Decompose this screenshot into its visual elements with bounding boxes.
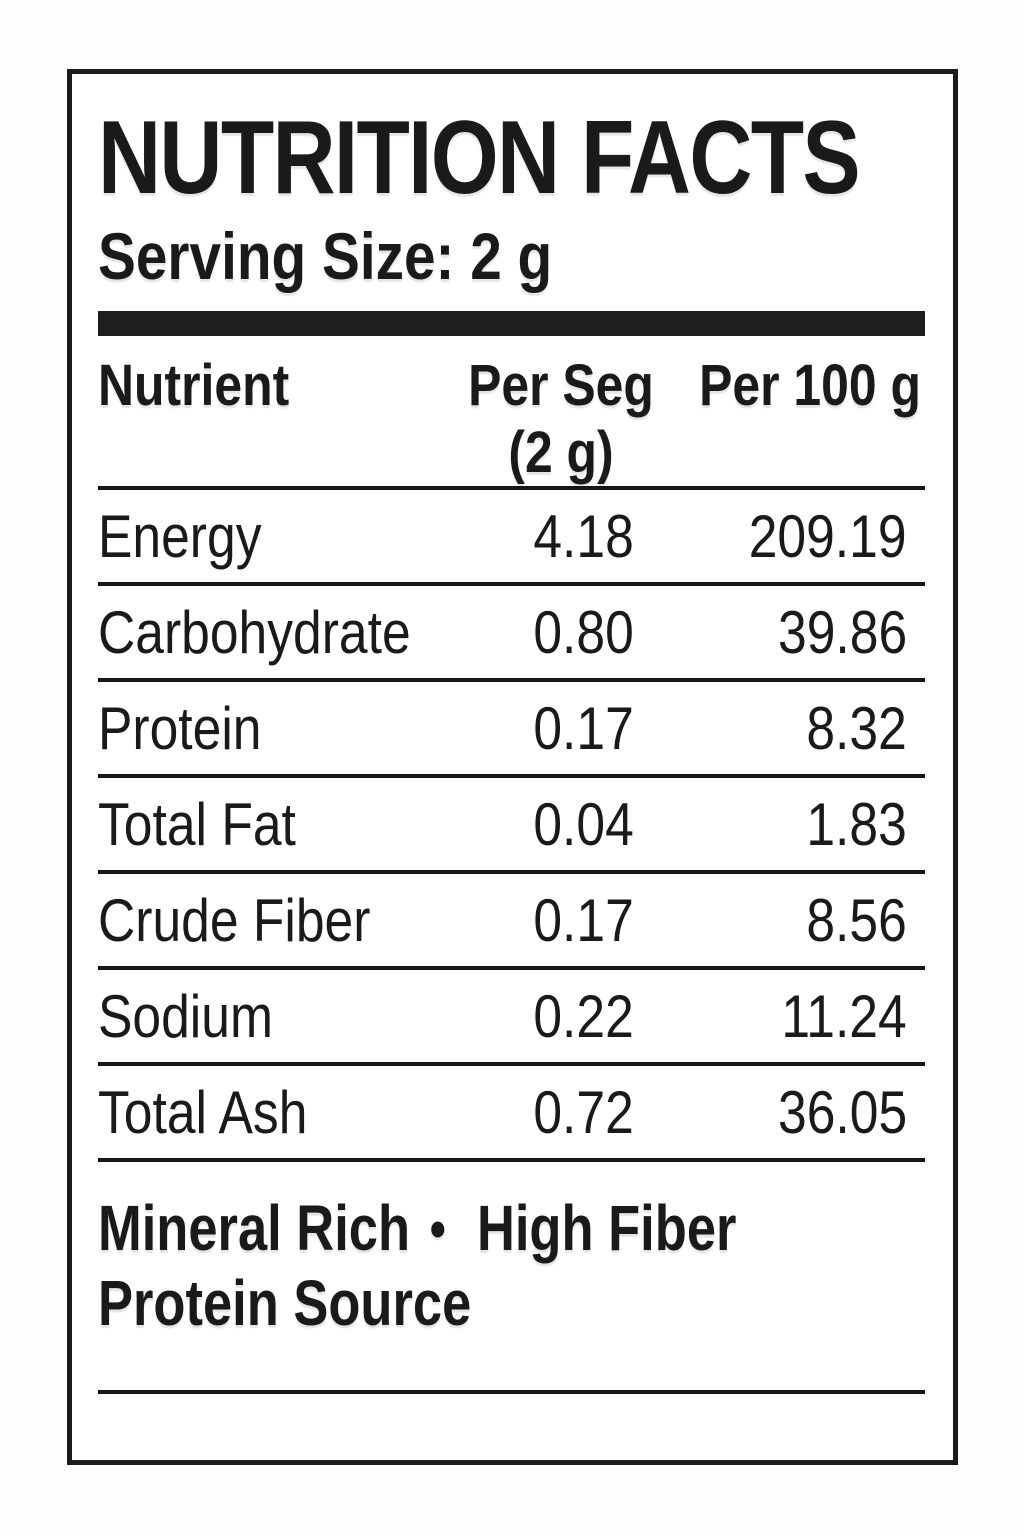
per-100g-value: 36.05	[638, 1064, 925, 1163]
table-row: Carbohydrate 0.80 39.86	[98, 584, 925, 683]
claim-protein-source: Protein Source	[98, 1267, 472, 1340]
claims-block: Mineral Rich • High Fiber Protein Source	[98, 1191, 925, 1341]
claims-line-1: Mineral Rich • High Fiber	[98, 1191, 776, 1266]
table-row: Total Fat 0.04 1.83	[98, 776, 925, 875]
per-100g-value: 8.56	[638, 872, 925, 971]
serving-size-text: Serving Size: 2 g	[98, 219, 553, 293]
per-100g-value: 1.83	[638, 776, 925, 875]
divider-bar	[98, 311, 925, 336]
claim-mineral-rich: Mineral Rich	[98, 1192, 411, 1265]
label-title-text: NUTRITION FACTS	[98, 100, 861, 216]
per-serving-value: 0.17	[453, 680, 638, 779]
nutrient-name: Total Fat	[98, 776, 453, 875]
label-title: NUTRITION FACTS	[98, 106, 925, 210]
nutrient-name: Energy	[98, 488, 453, 587]
table-row: Protein 0.17 8.32	[98, 680, 925, 779]
per-serving-value: 4.18	[453, 488, 638, 587]
footer-rule	[98, 1390, 925, 1395]
per-serving-line2: (2 g)	[508, 419, 614, 485]
nutrient-name: Carbohydrate	[98, 584, 453, 683]
serving-size: Serving Size: 2 g	[98, 223, 925, 289]
per-serving-value: 0.72	[453, 1064, 638, 1163]
per-serving-value: 0.04	[453, 776, 638, 875]
table-row: Crude Fiber 0.17 8.56	[98, 872, 925, 971]
table-row: Energy 4.18 209.19	[98, 488, 925, 587]
column-header-per-serving: Per Seg (2 g)	[453, 353, 654, 491]
nutrient-name: Protein	[98, 680, 453, 779]
column-header-per-100g: Per 100 g	[638, 353, 925, 491]
table-row: Sodium 0.22 11.24	[98, 968, 925, 1067]
per-serving-value: 0.22	[453, 968, 638, 1067]
column-header-nutrient: Nutrient	[98, 353, 453, 491]
claim-high-fiber: High Fiber	[476, 1192, 737, 1265]
per-serving-value: 0.80	[453, 584, 638, 683]
per-serving-value: 0.17	[453, 872, 638, 971]
per-serving-line1: Per Seg	[468, 353, 654, 418]
per-100g-value: 11.24	[638, 968, 925, 1067]
per-100g-value: 209.19	[638, 488, 925, 587]
per-100g-value: 8.32	[638, 680, 925, 779]
bullet-separator-icon: •	[429, 1197, 446, 1261]
table-header-row: Nutrient Per Seg (2 g) Per 100 g	[98, 353, 925, 491]
nutrient-name: Sodium	[98, 968, 453, 1067]
table-row: Total Ash 0.72 36.05	[98, 1064, 925, 1163]
nutrition-table: Nutrient Per Seg (2 g) Per 100 g Energy 4…	[98, 353, 925, 1163]
claims-line-2: Protein Source	[98, 1266, 776, 1341]
nutrient-name: Crude Fiber	[98, 872, 453, 971]
per-100g-value: 39.86	[638, 584, 925, 683]
nutrient-name: Total Ash	[98, 1064, 453, 1163]
nutrition-facts-label: NUTRITION FACTS Serving Size: 2 g Nutrie…	[67, 69, 958, 1465]
